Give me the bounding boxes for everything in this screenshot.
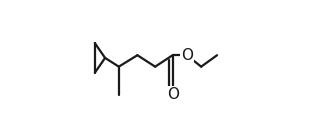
Text: O: O xyxy=(181,48,193,63)
Text: O: O xyxy=(167,87,179,102)
